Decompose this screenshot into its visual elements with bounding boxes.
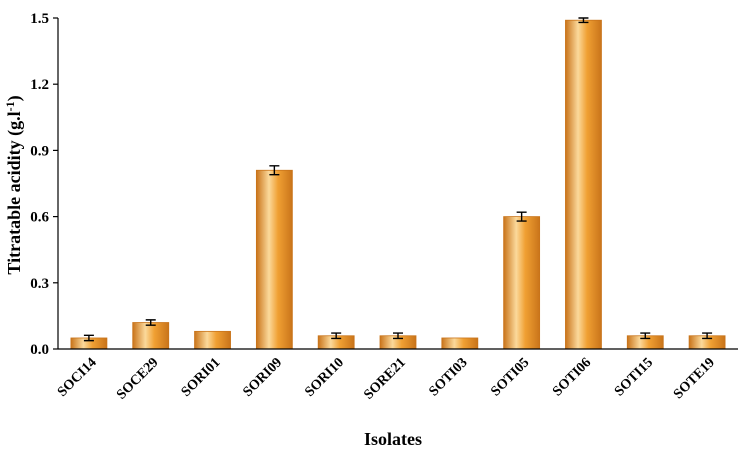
bar-soti03	[441, 337, 479, 350]
error-bar-sote19	[702, 332, 713, 340]
y-axis-title-close: )	[4, 95, 25, 101]
error-bar-soti05	[516, 211, 527, 222]
y-axis-title: Titratable acidity (g.l-1)	[3, 95, 25, 274]
svg-text:Titratable acidity (g.l-1): Titratable acidity (g.l-1)	[3, 95, 25, 274]
x-tick-label: SOCE29	[114, 355, 161, 402]
x-tick-label: SOTE19	[671, 355, 718, 402]
error-bar-soti06	[578, 17, 589, 24]
y-tick-label: 0.9	[30, 143, 49, 159]
bar-soce29	[132, 322, 170, 350]
y-tick-label: 1.2	[30, 77, 49, 93]
error-bar-soce29	[145, 319, 156, 326]
x-tick-label: SORI01	[179, 355, 224, 400]
bar-soti05	[503, 216, 541, 350]
error-bar-sore21	[393, 332, 403, 340]
x-axis: SOCI14 SOCE29 SORI01 SORI09 SORI10 SORE21 SOTI…	[55, 355, 718, 402]
error-bar-soti15	[640, 332, 651, 340]
y-axis-title-main: Titratable acidity (g.l	[4, 111, 25, 274]
x-tick-label: SOTI06	[550, 355, 594, 399]
error-bar-sori09	[269, 165, 280, 176]
y-tick-label: 1.5	[30, 11, 49, 27]
bar-soti06	[565, 19, 602, 350]
y-axis: 0.0 0.3 0.6 0.9 1.2 1.5	[30, 11, 58, 358]
bar-sori09	[255, 169, 293, 350]
y-tick-label: 0.0	[30, 342, 49, 358]
x-tick-label: SOTI03	[426, 355, 470, 399]
x-tick-label: SOCI14	[55, 355, 100, 400]
error-bar-soci14	[83, 334, 94, 342]
y-tick-label: 0.3	[30, 276, 49, 292]
bars	[70, 17, 726, 350]
x-tick-label: SOTI05	[488, 355, 532, 399]
y-tick-label: 0.6	[30, 210, 49, 226]
x-tick-label: SOTI15	[612, 355, 656, 399]
bar-sori01	[194, 330, 231, 350]
x-tick-label: SORE21	[361, 355, 408, 402]
error-bar-sori10	[331, 332, 342, 340]
x-axis-title: Isolates	[364, 429, 422, 449]
x-tick-label: SORI09	[240, 355, 285, 400]
x-tick-label: SORI10	[302, 355, 347, 400]
y-axis-title-sup: -1	[3, 101, 17, 111]
